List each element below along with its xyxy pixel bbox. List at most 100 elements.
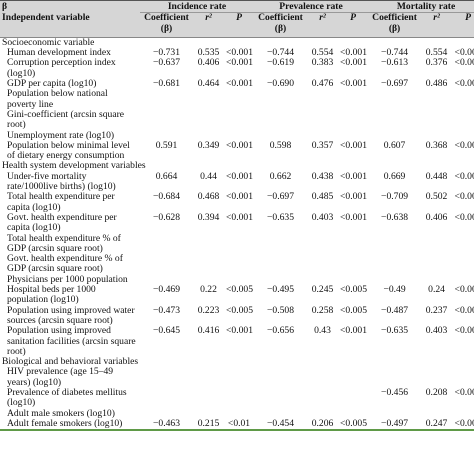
data-row: Human development index −0.731 0.535 <0.001…	[0, 48, 474, 58]
column-header: r²	[193, 12, 224, 38]
data-row: Govt. health expenditure % of GDP (arcsi…	[0, 254, 474, 275]
empty-cell	[193, 110, 224, 131]
value-cell: −0.637	[153, 58, 180, 69]
value-cell: −0.628	[153, 212, 180, 223]
empty-cell	[224, 388, 254, 409]
value-cell: 0.664	[155, 171, 178, 182]
row-label: Gini-coefficient (arcsin square root)	[7, 109, 125, 131]
value-cell: 0.598	[269, 140, 292, 151]
value-cell: 0.502	[425, 192, 448, 203]
value-cell: 0.247	[421, 418, 453, 432]
empty-cell	[421, 110, 452, 131]
empty-cell	[307, 388, 338, 409]
empty-cell	[368, 89, 421, 110]
value-cell: −0.709	[381, 192, 409, 203]
results-table: β Incidence rate Prevalence rate Mortality …	[0, 0, 474, 432]
group-header: Prevalence rate	[254, 0, 369, 14]
value-cell: 0.357	[311, 140, 334, 151]
value-cell: −0.744	[381, 48, 409, 59]
data-row: Unemployment rate (log10)	[0, 131, 474, 141]
empty-cell	[338, 409, 368, 419]
data-row: Population below minimal level of dietar…	[0, 141, 474, 162]
empty-cell	[421, 131, 452, 141]
value-cell: −0.635	[267, 212, 295, 223]
data-row: HIV prevalence (age 15–49 years) (log10)	[0, 367, 474, 388]
empty-cell	[193, 131, 224, 141]
value-cell: −0.508	[267, 305, 295, 316]
empty-cell	[368, 275, 421, 285]
section-label: Biological and behavioral variables	[2, 357, 139, 368]
column-header: r²	[421, 12, 453, 38]
empty-cell	[338, 131, 368, 141]
column-header: Coefficient (β)	[140, 12, 193, 38]
empty-cell	[254, 89, 307, 110]
data-row: Population using improved water sources …	[0, 306, 474, 327]
value-cell: 0.448	[425, 171, 448, 182]
value-cell: <0.001	[454, 212, 474, 223]
empty-cell	[307, 131, 338, 141]
column-header: P	[338, 12, 369, 38]
value-cell: −0.619	[267, 58, 295, 69]
value-cell: 0.591	[155, 140, 178, 151]
empty-cell	[254, 275, 307, 285]
empty-cell	[307, 234, 338, 255]
empty-cell	[140, 388, 193, 409]
section-label: Socioeconomic variable	[2, 37, 95, 48]
empty-cell	[452, 131, 474, 141]
empty-cell	[338, 367, 368, 388]
empty-cell	[254, 234, 307, 255]
row-label: Population below minimal level of dietar…	[7, 140, 130, 162]
value-cell: 0.669	[383, 171, 406, 182]
column-header: r²	[307, 12, 339, 38]
value-cell: <0.005	[338, 418, 369, 432]
empty-cell	[338, 388, 368, 409]
value-cell: <0.005	[454, 387, 474, 398]
value-cell: 0.376	[425, 58, 448, 69]
value-cell: −0.731	[153, 48, 180, 59]
value-cell: <0.001	[454, 140, 474, 151]
section-row: Biological and behavioral variables	[0, 357, 474, 367]
empty-cell	[368, 131, 421, 141]
row-label: Hospital beds per 1000 population (log10…	[7, 285, 96, 306]
value-cell: <0.001	[340, 58, 368, 69]
value-cell: <0.001	[226, 212, 253, 223]
empty-cell	[307, 89, 338, 110]
empty-cell	[224, 131, 254, 141]
value-cell: <0.001	[454, 79, 474, 90]
header-row: β Incidence rate Prevalence rate Mortality …	[0, 0, 474, 14]
empty-cell	[452, 234, 474, 255]
empty-cell	[368, 254, 421, 275]
value-cell: <0.001	[226, 58, 253, 69]
data-row: Gini-coefficient (arcsin square root)	[0, 110, 474, 131]
value-cell: −0.613	[381, 58, 409, 69]
empty-cell	[254, 409, 307, 419]
data-row: Physicians per 1000 population	[0, 275, 474, 285]
empty-cell	[307, 409, 338, 419]
empty-cell	[140, 409, 193, 419]
empty-cell	[140, 131, 193, 141]
data-row: Under-five mortality rate/1000live birth…	[0, 172, 474, 193]
value-cell: −0.744	[267, 48, 295, 59]
empty-cell	[140, 110, 193, 131]
empty-cell	[224, 254, 254, 275]
value-cell: <0.005	[340, 305, 368, 316]
empty-cell	[254, 254, 307, 275]
row-label: Prevalence of diabetes mellitus (log10)	[7, 387, 127, 409]
value-cell: 0.43	[314, 326, 331, 337]
empty-cell	[140, 367, 193, 388]
row-label: Corruption perception index (log10)	[7, 58, 116, 79]
value-cell: 0.368	[425, 140, 448, 151]
empty-cell	[193, 254, 224, 275]
empty-cell	[368, 367, 421, 388]
value-cell: <0.005	[454, 285, 474, 296]
empty-cell	[193, 275, 224, 285]
group-header: Incidence rate	[140, 0, 255, 14]
row-label: Total health expenditure per capita (log…	[7, 192, 115, 213]
data-row: Govt. health expenditure per capita (log…	[0, 213, 474, 234]
table-body: Socioeconomic variable Human development …	[0, 37, 474, 432]
value-cell: <0.001	[454, 171, 474, 182]
empty-cell	[224, 409, 254, 419]
value-cell: 0.383	[311, 58, 334, 69]
value-cell: 0.486	[425, 79, 448, 90]
data-row: GDP per capita (log10) −0.681 0.464 <0.001 −…	[0, 79, 474, 89]
